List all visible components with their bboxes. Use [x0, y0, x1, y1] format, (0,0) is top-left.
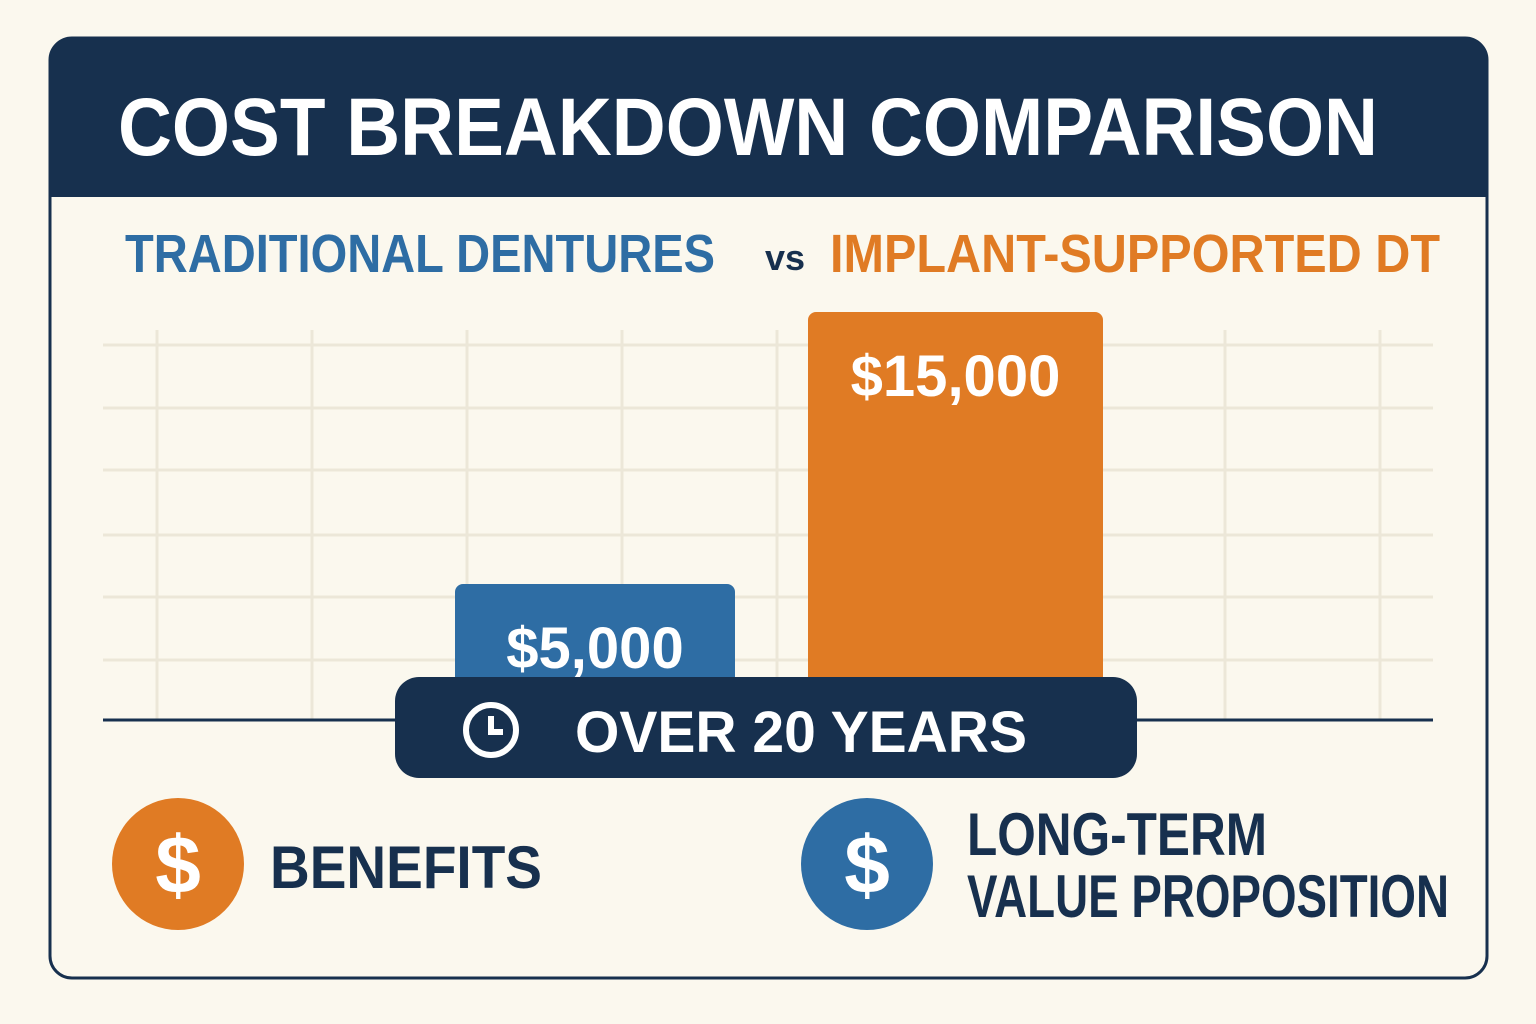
clock-hands — [488, 716, 503, 735]
footer-symbol: $ — [844, 820, 890, 911]
vs-label: vs — [765, 237, 805, 278]
footer-icon — [112, 798, 244, 930]
category-label: TRADITIONAL DENTURES — [125, 224, 715, 284]
footer-text: BENEFITS — [270, 834, 542, 901]
footer-text: LONG-TERM — [967, 801, 1267, 868]
chart-title: COST BREAKDOWN COMPARISON — [118, 82, 1378, 173]
period-label: OVER 20 YEARS — [575, 700, 1027, 765]
footer-text: VALUE PROPOSITION — [967, 863, 1449, 930]
data-label: $15,000 — [851, 344, 1061, 409]
footer-icon — [801, 798, 933, 930]
header-band — [50, 38, 1487, 197]
data-label: $5,000 — [506, 616, 683, 681]
bar — [808, 312, 1103, 720]
category-label: IMPLANT-SUPPORTED DT — [830, 224, 1440, 284]
clock-icon — [463, 702, 519, 758]
footer-symbol: $ — [155, 820, 201, 911]
period-badge — [395, 677, 1137, 778]
